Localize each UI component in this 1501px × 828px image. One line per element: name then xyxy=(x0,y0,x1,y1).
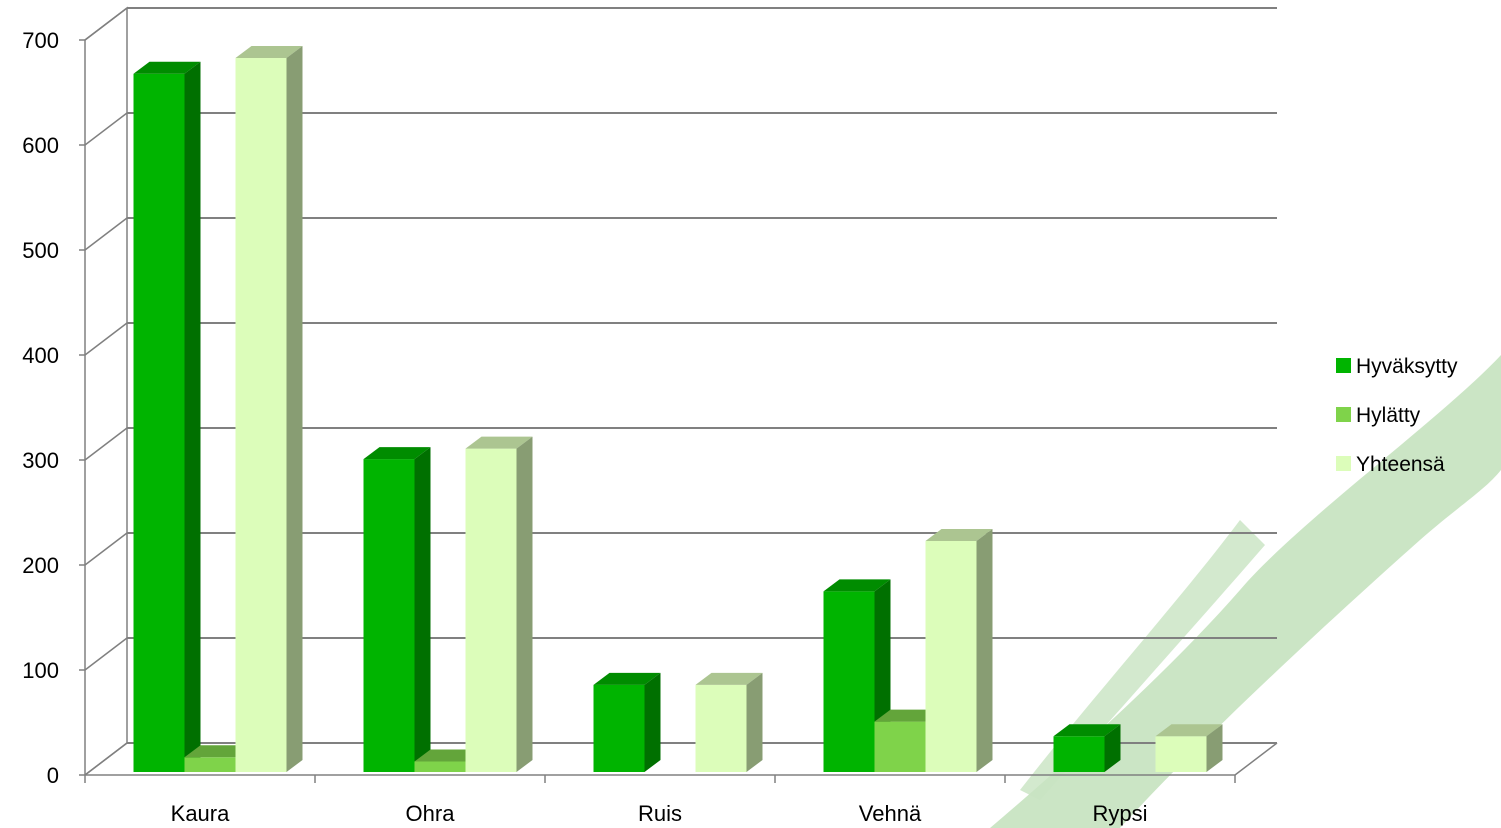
y-axis: 0 100 200 300 400 500 600 700 xyxy=(22,28,86,788)
leaf-stroke-large xyxy=(990,355,1501,828)
gridline-side xyxy=(84,322,128,356)
x-axis: Kaura Ohra Ruis Vehnä Rypsi xyxy=(84,775,1236,826)
gridline-side xyxy=(84,217,128,251)
bar-side xyxy=(746,672,763,772)
bar-front xyxy=(1053,736,1105,772)
y-tick-label: 700 xyxy=(22,28,59,53)
gridline-side xyxy=(84,112,128,146)
bar-Ruis-Yhteensä xyxy=(695,672,763,772)
bar-top xyxy=(363,447,431,460)
bar-top xyxy=(133,61,201,74)
bar-Ohra-Yhteensä xyxy=(465,436,533,772)
legend-label: Yhteensä xyxy=(1356,453,1445,476)
bar-side xyxy=(516,436,533,772)
bar-Vehnä-Yhteensä xyxy=(925,529,993,772)
bars xyxy=(133,46,1223,772)
bar-top xyxy=(1053,724,1121,737)
legend-swatch xyxy=(1336,456,1351,471)
y-tick-label: 200 xyxy=(22,553,59,578)
bar-top xyxy=(184,745,252,758)
bar-front xyxy=(235,58,287,772)
bar-front xyxy=(593,684,645,772)
x-tick-label: Rypsi xyxy=(1092,801,1147,826)
legend-swatch xyxy=(1336,407,1351,422)
bar-top xyxy=(235,46,303,58)
bar-front xyxy=(184,757,236,772)
bar-front xyxy=(925,541,977,772)
legend-swatch xyxy=(1336,358,1351,373)
gridline-side xyxy=(84,532,128,566)
bar-top xyxy=(874,709,942,722)
bar-top xyxy=(823,579,891,592)
bar-Kaura-Hyväksytty xyxy=(133,61,201,772)
legend-label: Hylätty xyxy=(1356,404,1421,427)
bar-Rypsi-Hyväksytty xyxy=(1053,724,1121,772)
y-tick-label: 400 xyxy=(22,343,59,368)
bar-side xyxy=(644,672,661,772)
x-tick-label: Ohra xyxy=(406,801,456,826)
y-tick-label: 100 xyxy=(22,658,59,683)
legend-label: Hyväksytty xyxy=(1356,355,1458,378)
side-wall xyxy=(84,6,128,776)
legend-item: Hyväksytty xyxy=(1336,355,1458,378)
bar-top xyxy=(1155,724,1223,737)
x-tick-label: Vehnä xyxy=(859,801,922,826)
gridline-side xyxy=(84,7,128,41)
y-tick-label: 300 xyxy=(22,448,59,473)
bar-Vehnä-Hyväksytty xyxy=(823,579,891,772)
bar-Rypsi-Yhteensä xyxy=(1155,724,1223,772)
bar-side xyxy=(184,61,201,772)
bar-top xyxy=(414,749,482,762)
y-tick-label: 500 xyxy=(22,238,59,263)
bar-top xyxy=(925,529,993,541)
bar-front xyxy=(414,761,466,772)
bar-Kaura-Yhteensä xyxy=(235,46,303,772)
legend-item: Hylätty xyxy=(1336,404,1421,427)
bar-front xyxy=(874,721,926,772)
bar-top xyxy=(695,672,763,685)
bar-front xyxy=(823,591,875,772)
bar-front xyxy=(695,684,747,772)
gridline-side xyxy=(84,742,128,776)
legend: Hyväksytty Hylätty Yhteensä xyxy=(1336,355,1458,476)
bar-side xyxy=(1104,724,1121,772)
bar-side xyxy=(286,46,303,772)
x-tick-label: Ruis xyxy=(638,801,682,826)
bar-side xyxy=(976,529,993,772)
y-tick-label: 0 xyxy=(47,763,59,788)
bar-top xyxy=(465,436,533,449)
bar-Ruis-Hyväksytty xyxy=(593,672,661,772)
legend-item: Yhteensä xyxy=(1336,453,1445,476)
bar-front xyxy=(465,448,517,772)
bar-front xyxy=(363,459,415,772)
x-tick-label: Kaura xyxy=(171,801,230,826)
gridline-side xyxy=(84,637,128,671)
bar-front xyxy=(1155,736,1207,772)
bar-side xyxy=(414,447,431,772)
gridline-side xyxy=(84,427,128,461)
bar-top xyxy=(593,672,661,685)
bar-front xyxy=(133,73,185,772)
bar-Ohra-Hyväksytty xyxy=(363,447,431,772)
y-tick-label: 600 xyxy=(22,133,59,158)
bar-side xyxy=(1206,724,1223,772)
